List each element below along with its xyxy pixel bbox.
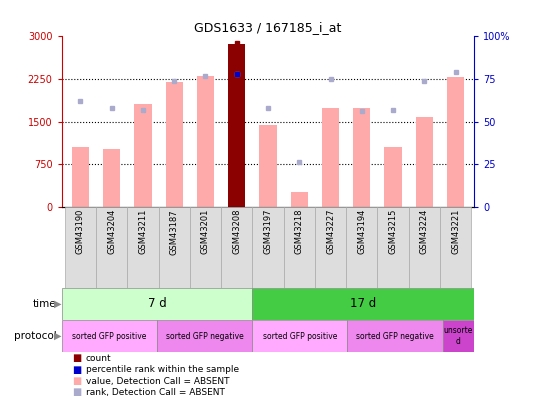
Bar (315, 207, 346, 288)
Bar (166, 82, 183, 207)
Bar (416, 117, 433, 207)
Text: ■: ■ (72, 365, 81, 375)
Text: GSM43201: GSM43201 (201, 209, 210, 254)
Bar (72, 147, 89, 207)
Bar (440, 207, 471, 288)
Bar (291, 192, 308, 207)
Text: GSM43218: GSM43218 (295, 209, 304, 254)
Text: GSM43197: GSM43197 (264, 209, 272, 254)
Bar (443, 320, 474, 352)
Text: 17 d: 17 d (350, 297, 376, 310)
Text: percentile rank within the sample: percentile rank within the sample (86, 365, 239, 374)
Bar (346, 207, 377, 288)
Bar (353, 109, 370, 207)
Text: GSM43227: GSM43227 (326, 209, 335, 254)
Text: GSM43221: GSM43221 (451, 209, 460, 254)
Text: GSM43204: GSM43204 (107, 209, 116, 254)
Text: GSM43224: GSM43224 (420, 209, 429, 254)
Text: sorted GFP positive: sorted GFP positive (72, 332, 146, 341)
Bar (252, 288, 474, 320)
Text: rank, Detection Call = ABSENT: rank, Detection Call = ABSENT (86, 388, 225, 397)
Bar (377, 207, 409, 288)
Text: protocol: protocol (13, 331, 56, 341)
Text: GSM43194: GSM43194 (358, 209, 366, 254)
Bar (384, 147, 401, 207)
Bar (409, 207, 440, 288)
Bar (322, 109, 339, 207)
Bar (284, 207, 315, 288)
Text: ▶: ▶ (54, 331, 61, 341)
Bar (157, 320, 252, 352)
Text: time: time (33, 299, 56, 309)
Text: GSM43215: GSM43215 (389, 209, 398, 254)
Text: GSM43187: GSM43187 (170, 209, 178, 255)
Bar (96, 207, 128, 288)
Bar (65, 207, 96, 288)
Bar (190, 207, 221, 288)
Bar (103, 149, 120, 207)
Bar (62, 288, 252, 320)
Text: sorted GFP positive: sorted GFP positive (263, 332, 337, 341)
Text: ■: ■ (72, 354, 81, 363)
Text: ■: ■ (72, 376, 81, 386)
Bar (347, 320, 443, 352)
Text: sorted GFP negative: sorted GFP negative (356, 332, 434, 341)
Bar (259, 126, 277, 207)
Text: value, Detection Call = ABSENT: value, Detection Call = ABSENT (86, 377, 229, 386)
Text: GSM43211: GSM43211 (138, 209, 147, 254)
Bar (128, 207, 159, 288)
Bar (159, 207, 190, 288)
Text: ■: ■ (72, 388, 81, 397)
Bar (62, 320, 157, 352)
Bar (252, 320, 347, 352)
Bar (228, 44, 245, 207)
Text: sorted GFP negative: sorted GFP negative (166, 332, 243, 341)
Bar (135, 104, 152, 207)
Text: count: count (86, 354, 111, 363)
Text: ▶: ▶ (54, 299, 61, 309)
Text: unsorte
d: unsorte d (444, 326, 473, 346)
Bar (252, 207, 284, 288)
Text: 7 d: 7 d (147, 297, 166, 310)
Bar (197, 76, 214, 207)
Title: GDS1633 / 167185_i_at: GDS1633 / 167185_i_at (195, 21, 341, 34)
Bar (447, 77, 464, 207)
Text: GSM43208: GSM43208 (232, 209, 241, 254)
Bar (221, 207, 252, 288)
Text: GSM43190: GSM43190 (76, 209, 85, 254)
